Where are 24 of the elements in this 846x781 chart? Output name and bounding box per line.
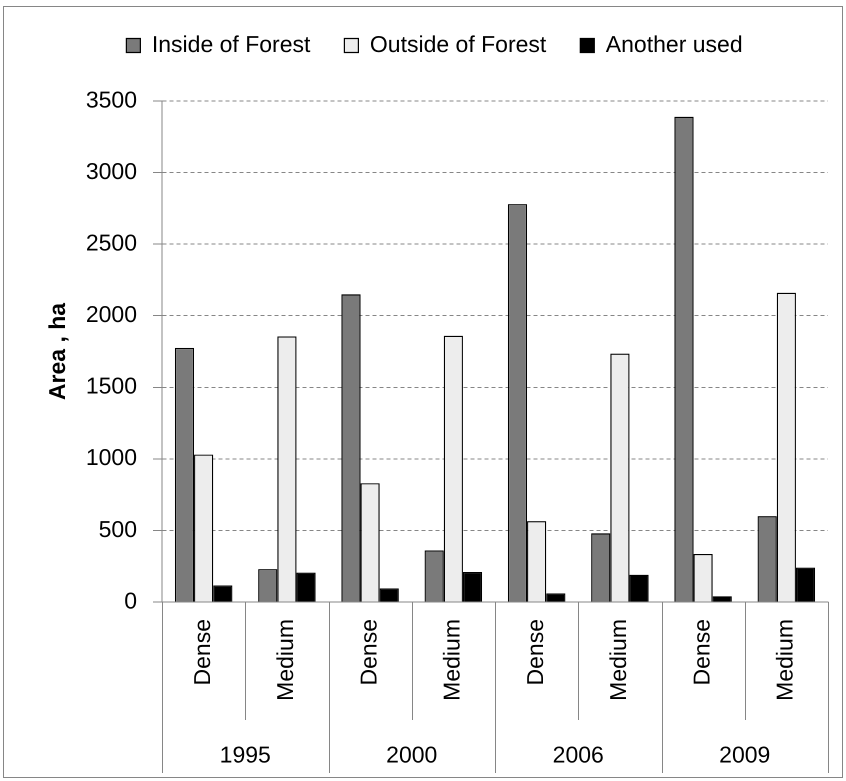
x-tick-label: Medium xyxy=(605,619,632,701)
x-tick-label: Medium xyxy=(772,619,798,701)
y-tick-label: 3500 xyxy=(86,86,137,112)
y-tick-label: 0 xyxy=(124,587,137,614)
y-tick-label: 2000 xyxy=(86,301,137,328)
y-tick-label: 1500 xyxy=(86,372,137,399)
x-tick-label: Dense xyxy=(188,619,215,686)
text: 2009 xyxy=(719,741,770,768)
y-tick-label: 500 xyxy=(98,516,137,542)
y-tick-label: 1000 xyxy=(86,444,137,470)
legend-label: Another used xyxy=(606,30,743,57)
text: 2000 xyxy=(386,741,438,768)
y-tick-label: 3000 xyxy=(86,158,137,184)
x-tick-label: Dense xyxy=(688,619,714,686)
legend-label: Inside of Forest xyxy=(152,30,312,57)
x-tick-label: Medium xyxy=(438,619,465,701)
text: 2006 xyxy=(552,741,604,768)
x-tick-label: Dense xyxy=(355,619,382,686)
x-tick-label: Dense xyxy=(522,619,548,686)
y-axis-title: Area , ha xyxy=(44,302,70,400)
y-tick-label: 2500 xyxy=(86,229,137,256)
x-tick-label: Medium xyxy=(272,619,298,701)
text: 1995 xyxy=(220,741,271,768)
legend-label: Outside of Forest xyxy=(370,30,547,57)
